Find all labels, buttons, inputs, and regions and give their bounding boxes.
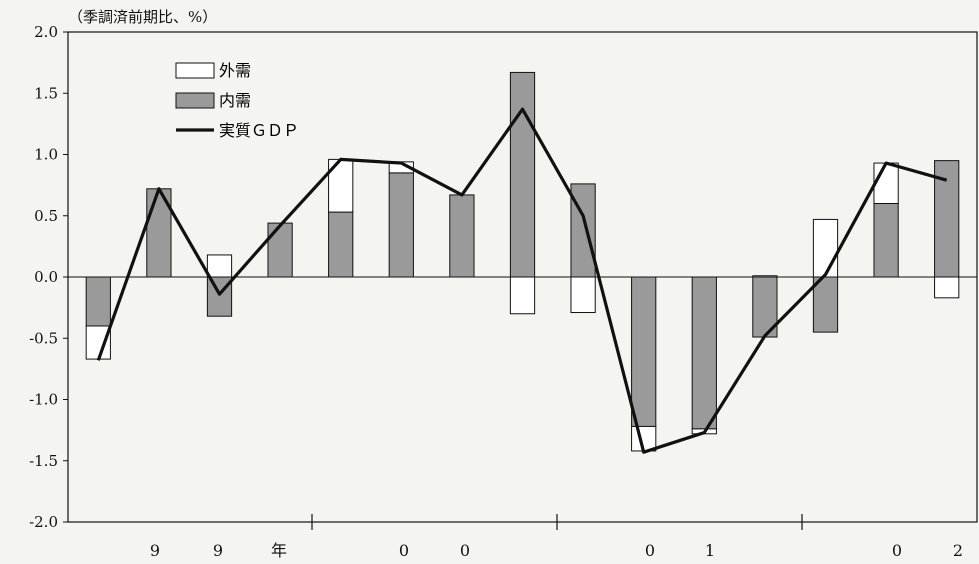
legend-foreign-swatch: [175, 62, 215, 79]
bar-foreign: [934, 276, 960, 299]
bar-domestic: [267, 222, 293, 278]
bar-domestic: [873, 203, 899, 278]
y-tick-label: -2.0: [29, 513, 58, 531]
bar-foreign: [812, 218, 839, 278]
bar-foreign: [752, 275, 778, 278]
bar-foreign: [509, 276, 536, 315]
bar-foreign: [873, 162, 899, 204]
y-tick-label: 0.5: [34, 207, 58, 225]
bar-domestic: [328, 211, 354, 278]
legend-gdp-label: 実質ＧＤＰ: [219, 121, 299, 140]
legend-domestic-label: 内需: [219, 91, 251, 110]
x-axis: 9 9 年 0 0 0 1 0 2: [150, 514, 963, 560]
y-tick-label: -1.5: [29, 452, 58, 470]
x-tick-label: 0: [892, 541, 902, 560]
bar-domestic: [388, 172, 414, 278]
legend: 外需 内需 実質ＧＤＰ: [175, 61, 299, 140]
y-axis: 2.0 1.5 1.0 0.5 0.0 -0.5 -1.0 -1.5 -2.0: [29, 23, 68, 531]
x-tick-label: 0: [399, 541, 409, 560]
bar-foreign: [206, 254, 233, 278]
bar-domestic: [812, 276, 839, 333]
x-tick-label: 1: [705, 541, 715, 560]
y-tick-label: 0.0: [34, 268, 58, 286]
bar-domestic: [691, 276, 717, 430]
bar-foreign: [570, 276, 596, 314]
x-tick-label: 年: [271, 541, 287, 560]
bar-foreign: [85, 325, 111, 360]
legend-foreign-label: 外需: [219, 61, 251, 80]
y-tick-label: 1.0: [34, 146, 58, 164]
bars-group: [85, 71, 960, 452]
bar-domestic: [509, 71, 536, 278]
bar-domestic: [449, 194, 475, 278]
x-tick-label: 9: [150, 541, 160, 560]
y-tick-label: 2.0: [34, 23, 58, 41]
y-tick-label: -0.5: [29, 329, 58, 347]
x-tick-label: 9: [213, 541, 223, 560]
x-tick-label: 0: [460, 541, 470, 560]
legend-domestic-swatch: [175, 92, 215, 109]
unit-note: （季調済前期比、%）: [68, 8, 218, 26]
y-tick-label: -1.0: [29, 391, 58, 409]
gdp-line: [96, 107, 948, 454]
x-tick-label: 2: [953, 541, 963, 560]
x-tick-label: 0: [645, 541, 655, 560]
bar-domestic: [631, 276, 657, 427]
bar-domestic: [85, 276, 111, 327]
y-tick-label: 1.5: [34, 84, 58, 102]
